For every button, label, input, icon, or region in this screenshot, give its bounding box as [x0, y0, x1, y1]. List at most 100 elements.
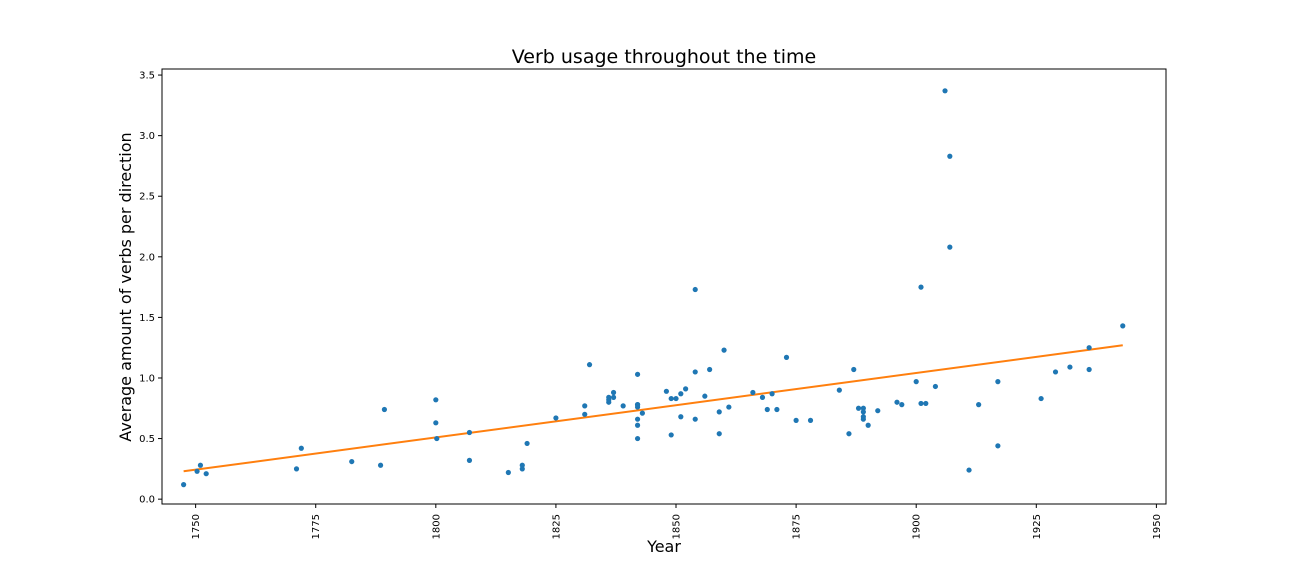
scatter-point	[349, 458, 355, 465]
scatter-point	[836, 387, 842, 393]
scatter-point	[668, 395, 674, 402]
scatter-point	[1120, 323, 1126, 329]
scatter-point	[995, 443, 1001, 449]
scatter-point	[783, 354, 790, 360]
x-axis: 1750 1775 1800 1825 1850 1875 1900 1925 1950	[191, 504, 1163, 539]
y-tick-label: 1.0	[139, 373, 155, 384]
scatter-point	[702, 393, 708, 399]
scatter-point	[894, 399, 900, 405]
y-tick-label: 3.5	[139, 71, 155, 82]
scatter-point	[855, 405, 862, 411]
trend-line-group	[183, 344, 1123, 473]
scatter-point	[913, 379, 919, 385]
x-tick-label: 1900	[912, 514, 923, 539]
x-tick-label: 1750	[191, 514, 202, 539]
scatter-point	[918, 284, 924, 290]
scatter-point	[505, 469, 511, 476]
y-tick-label: 2.5	[139, 192, 155, 203]
scatter-point	[976, 402, 982, 408]
x-tick-label: 1925	[1032, 514, 1043, 539]
scatter-point	[764, 406, 770, 413]
chart-title: Verb usage throughout the time	[512, 46, 816, 68]
scatter-point	[194, 468, 200, 474]
x-axis-label: Year	[646, 537, 681, 556]
scatter-point	[716, 409, 722, 415]
scatter-point	[381, 406, 388, 413]
scatter-point	[678, 414, 684, 420]
scatter-point	[923, 400, 929, 407]
scatter-point	[519, 462, 525, 468]
scatter-point	[726, 404, 732, 410]
scatter-point	[466, 429, 473, 436]
scatter-point	[519, 466, 525, 472]
plot-frame	[161, 68, 1167, 505]
scatter-point	[433, 420, 439, 426]
y-tick-label: 0.5	[139, 434, 155, 445]
scatter-point	[947, 244, 953, 250]
scatter-point	[553, 415, 559, 421]
x-tick-label: 1850	[672, 514, 683, 539]
scatter-point	[932, 383, 939, 390]
scatter-point	[197, 462, 204, 468]
scatter-point	[377, 462, 384, 468]
scatter-point	[1086, 345, 1092, 351]
scatter-point	[707, 366, 713, 373]
scatter-point	[807, 417, 814, 423]
scatter-point	[181, 482, 187, 488]
scatter-point	[433, 397, 439, 403]
scatter-point	[203, 471, 209, 477]
scatter-point	[793, 417, 799, 423]
x-tick-label: 1800	[431, 514, 442, 539]
scatter-point	[298, 445, 304, 451]
scatter-point	[524, 440, 530, 447]
scatter-point	[947, 153, 953, 159]
scatter-point	[606, 394, 612, 400]
scatter-point	[759, 394, 766, 400]
scatter-point	[1086, 366, 1092, 373]
y-tick-label: 1.5	[139, 313, 155, 324]
scatter-point	[1052, 369, 1059, 375]
scatter-point	[620, 403, 626, 409]
scatter-point	[1067, 364, 1073, 370]
scatter-point	[750, 389, 756, 396]
scatter-point	[582, 403, 588, 409]
scatter-point	[875, 408, 881, 414]
scatter-point	[860, 405, 866, 411]
scatter-point	[582, 411, 588, 417]
scatter-point	[634, 402, 641, 408]
scatter-point	[774, 406, 780, 413]
scatter-points	[181, 88, 1126, 488]
y-tick-label: 3.0	[139, 131, 155, 142]
scatter-point	[634, 371, 641, 377]
scatter-point	[851, 366, 857, 373]
scatter-point	[899, 402, 905, 408]
scatter-point	[668, 432, 674, 438]
scatter-point	[966, 467, 972, 473]
scatter-point	[692, 416, 698, 422]
scatter-point	[1038, 395, 1044, 402]
x-tick-label: 1775	[311, 514, 322, 539]
scatter-point	[942, 88, 948, 94]
y-tick-label: 2.0	[139, 252, 155, 263]
scatter-point	[860, 414, 866, 420]
trend-line	[183, 344, 1123, 473]
scatter-point	[918, 400, 924, 407]
x-tick-label: 1875	[792, 514, 803, 539]
scatter-point	[634, 435, 641, 442]
scatter-point	[865, 422, 871, 428]
scatter-point	[639, 410, 645, 416]
scatter-point	[434, 435, 440, 442]
scatter-point	[466, 457, 473, 463]
y-tick-label: 0.0	[139, 495, 155, 506]
scatter-point	[860, 409, 866, 415]
scatter-point	[716, 431, 722, 437]
scatter-point	[692, 369, 698, 375]
scatter-point	[995, 379, 1001, 385]
scatter-point	[673, 395, 679, 402]
scatter-point	[721, 347, 727, 353]
y-axis-label: Average amount of verbs per direction	[116, 132, 135, 441]
scatter-point	[683, 386, 689, 392]
scatter-point	[610, 389, 617, 396]
scatter-point	[634, 422, 641, 428]
scatter-point	[678, 391, 684, 397]
